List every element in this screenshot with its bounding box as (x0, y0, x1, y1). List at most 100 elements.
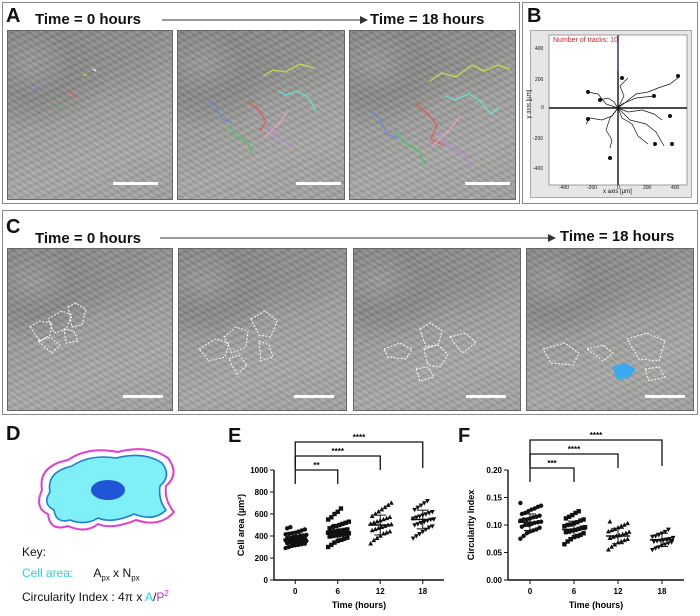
data-point (578, 532, 583, 538)
y-tick-label: 200 (255, 554, 269, 563)
data-point (387, 528, 393, 534)
panel-c-scalebar-4 (645, 395, 685, 398)
data-point (420, 529, 426, 535)
data-point (304, 532, 309, 538)
data-point (570, 512, 575, 518)
data-point (376, 509, 381, 514)
data-point (387, 514, 393, 520)
data-point (537, 525, 542, 530)
data-point (343, 531, 348, 536)
data-point (612, 526, 618, 532)
data-point (426, 511, 432, 516)
data-point (346, 519, 352, 524)
data-point (575, 520, 580, 525)
x-tick-label: 18 (658, 587, 667, 596)
data-point (578, 518, 583, 523)
panel-c-image-3 (353, 248, 521, 411)
panel-a-scalebar-2 (296, 182, 341, 185)
significance-bracket (294, 455, 381, 470)
data-point (566, 514, 572, 519)
data-point (332, 511, 337, 517)
data-point (620, 531, 626, 537)
panel-c-scalebar-2 (294, 395, 334, 398)
data-point (621, 522, 627, 527)
data-point (656, 533, 662, 538)
panel-c-scalebar-3 (466, 395, 506, 398)
data-point (418, 503, 424, 508)
data-point (581, 531, 586, 536)
panel-d-cell-schematic (38, 448, 176, 531)
cell-nucleus (91, 480, 125, 500)
panel-a-letter: A (6, 5, 21, 27)
data-point (327, 526, 332, 531)
circularity-sup: 2 (164, 589, 169, 598)
significance-label: **** (590, 431, 603, 440)
panel-b-x-tick-0: -400 (559, 185, 570, 191)
data-point (605, 547, 611, 552)
data-point (345, 527, 350, 532)
data-point (421, 501, 427, 506)
significance-label: ** (313, 461, 320, 470)
significance-bracket (529, 453, 619, 468)
panel-c-letter: C (6, 216, 21, 238)
data-point (518, 536, 523, 541)
y-axis-title: Circularity Index (466, 490, 476, 561)
significance-label: **** (332, 447, 345, 456)
data-point (345, 535, 350, 540)
panel-a-time-arrow (162, 16, 368, 24)
data-point (575, 533, 580, 539)
data-point (340, 532, 345, 537)
data-point (625, 536, 631, 542)
data-point (605, 528, 611, 534)
data-point (415, 522, 421, 527)
data-point (333, 533, 339, 538)
data-point (384, 515, 390, 521)
panel-e-chart: 0 200 400 600 800 1000 0 6 12 18 Time (hours) Cell … (236, 433, 444, 610)
data-point (581, 517, 586, 522)
x-tick-label: 18 (418, 587, 427, 596)
data-point (384, 530, 390, 535)
x-tick-label: 12 (614, 587, 623, 596)
panel-c-frame (2, 210, 698, 415)
data-point (333, 523, 339, 529)
data-point (626, 529, 632, 534)
data-point (625, 520, 631, 526)
data-point (565, 539, 570, 544)
data-point (413, 534, 419, 539)
data-point (288, 525, 293, 530)
data-point (429, 510, 435, 515)
data-point (385, 502, 391, 507)
panel-c-scalebar-1 (123, 395, 163, 398)
panel-a-image-18h (349, 30, 516, 200)
x-axis-title: Time (hours) (332, 600, 386, 610)
data-point (607, 519, 613, 524)
data-point (417, 514, 422, 519)
panel-b-x-tick-3: 200 (643, 185, 652, 191)
data-point (371, 520, 377, 525)
data-point (426, 525, 432, 530)
panel-b-x-tick-1: -200 (587, 185, 598, 191)
data-point (538, 503, 544, 508)
panel-f-letter: F (458, 425, 471, 447)
data-point (368, 541, 374, 546)
data-point (562, 542, 567, 547)
data-point (338, 537, 344, 543)
panel-b-y-tick-3: -200 (533, 136, 544, 142)
data-point (338, 506, 344, 511)
data-point (429, 524, 435, 529)
data-point (518, 500, 523, 506)
data-point (563, 516, 569, 521)
data-point (565, 522, 570, 528)
data-point (537, 513, 542, 518)
panel-a-image-mid (177, 30, 345, 200)
data-point (573, 510, 578, 516)
data-point (332, 540, 337, 545)
panel-b-y-label: y axis [µm] (526, 89, 533, 119)
panel-b-y-tick-0: 400 (535, 46, 544, 52)
data-point (621, 537, 627, 543)
panel-f-chart: 0.00 0.05 0.10 0.15 0.20 0 6 12 18 Time (hours) Ci… (466, 431, 684, 610)
data-point (417, 532, 422, 537)
x-tick-label: 0 (293, 587, 298, 596)
x-tick-label: 0 (528, 587, 533, 596)
cell-area-x: x N (109, 566, 132, 580)
